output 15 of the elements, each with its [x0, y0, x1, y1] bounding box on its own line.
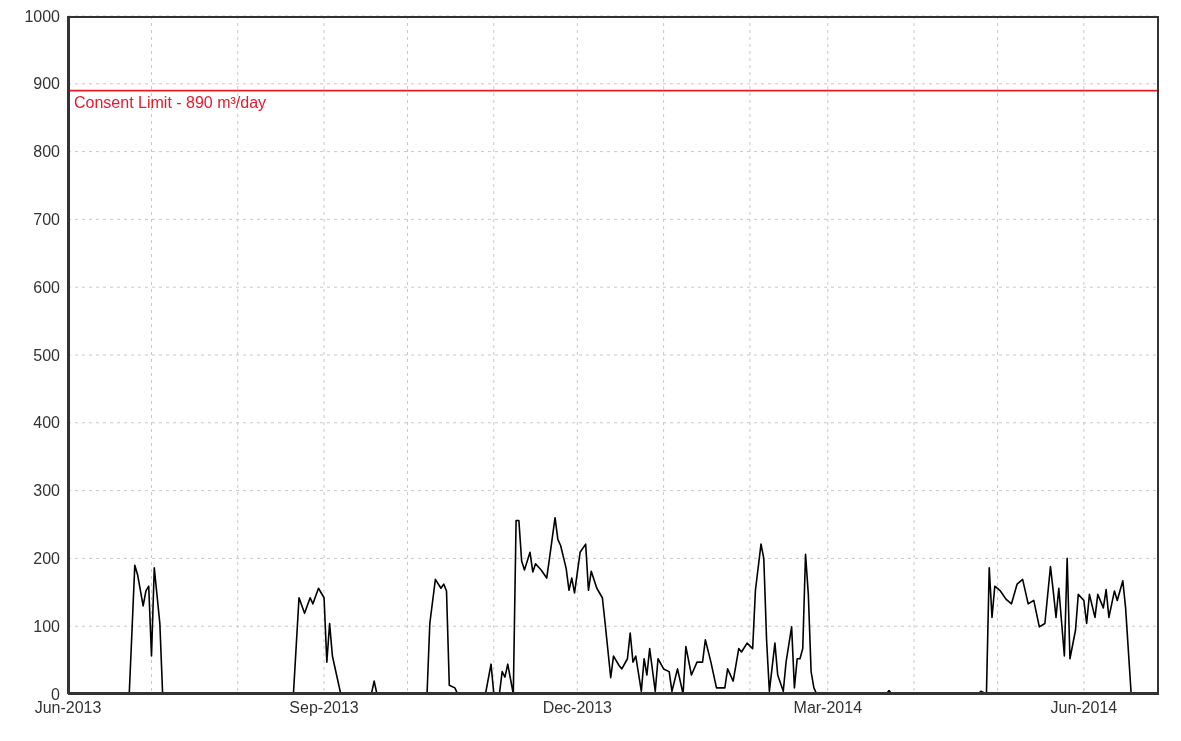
ref-line-label: Consent Limit - 890 m³/day — [74, 93, 267, 111]
y-tick-label: 500 — [33, 346, 61, 364]
x-tick-label: Mar-2014 — [793, 699, 863, 717]
y-tick-label: 900 — [33, 75, 61, 93]
x-tick-label: Sep-2013 — [289, 699, 359, 717]
y-tick-label: 700 — [33, 211, 61, 229]
y-tick-label: 1000 — [24, 7, 61, 25]
x-tick-label: Dec-2013 — [542, 699, 613, 717]
x-tick-label: Jun-2014 — [1050, 699, 1118, 717]
y-tick-label: 600 — [33, 278, 61, 296]
y-tick-label: 400 — [33, 414, 61, 432]
y-tick-label: 100 — [33, 617, 61, 635]
y-tick-label: 800 — [33, 143, 61, 161]
y-tick-label: 300 — [33, 482, 61, 500]
y-tick-label: 200 — [33, 550, 61, 568]
